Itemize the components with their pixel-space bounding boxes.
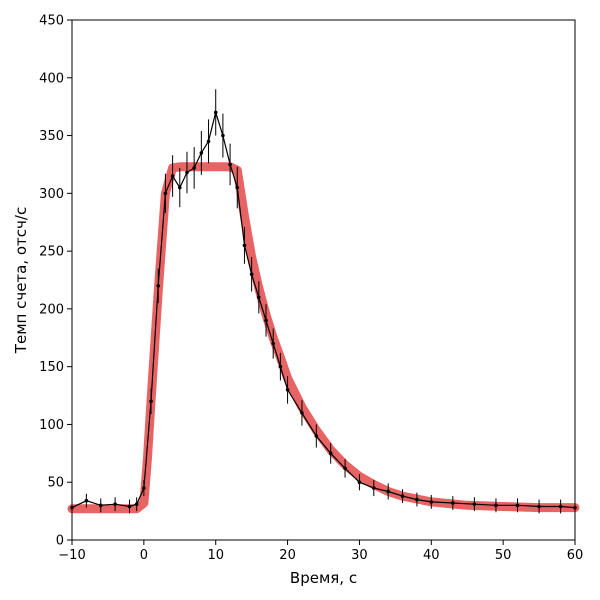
data-point — [84, 498, 89, 503]
y-tick-label: 150 — [39, 360, 64, 375]
data-point — [451, 501, 455, 505]
data-point — [127, 504, 132, 509]
data-point — [558, 504, 563, 509]
data-point — [372, 486, 376, 490]
x-axis-label: Время, с — [290, 569, 357, 587]
data-point — [149, 399, 153, 404]
data-point — [271, 341, 276, 346]
data-point — [415, 497, 419, 502]
data-point — [300, 411, 304, 415]
data-point — [177, 185, 182, 190]
data-point — [386, 489, 390, 494]
y-tick-label: 350 — [39, 129, 64, 144]
data-line — [71, 110, 576, 509]
y-tick-label: 50 — [47, 476, 64, 491]
data-point — [156, 283, 161, 288]
data-point — [357, 480, 362, 485]
data-point — [429, 500, 434, 504]
data-point — [185, 170, 189, 175]
data-point — [314, 434, 319, 438]
x-tick-label: 10 — [207, 548, 224, 563]
data-point — [472, 502, 477, 506]
y-tick-label: 300 — [39, 187, 64, 202]
data-point — [515, 503, 520, 508]
data-point — [264, 318, 268, 323]
data-point — [249, 272, 254, 277]
data-point — [221, 133, 225, 138]
data-point — [199, 151, 204, 155]
data-point — [163, 191, 168, 196]
x-tick-label: 0 — [140, 548, 148, 563]
data-point — [278, 364, 283, 369]
y-tick-label: 0 — [56, 534, 64, 549]
plot-frame — [71, 19, 576, 541]
x-tick-label: 50 — [495, 548, 512, 563]
data-point — [134, 502, 139, 506]
data-point — [400, 494, 405, 498]
data-point — [328, 451, 333, 456]
data-point — [228, 162, 232, 167]
data-line-layer — [70, 110, 577, 510]
data-point — [537, 504, 541, 509]
x-axis: −10 0 10 20 30 40 50 60 — [58, 540, 583, 563]
y-axis-label: Темп счета, отсч/с — [12, 207, 30, 354]
data-point — [98, 503, 103, 508]
data-point — [494, 503, 498, 508]
x-tick-label: 30 — [351, 548, 368, 563]
y-tick-label: 250 — [39, 245, 64, 260]
x-tick-label: 20 — [279, 548, 296, 563]
x-tick-label: 60 — [567, 548, 584, 563]
data-point — [285, 387, 290, 392]
y-axis: 0 50 100 150 200 250 300 350 400 450 — [39, 14, 72, 549]
data-point — [213, 110, 218, 115]
data-point — [170, 174, 175, 178]
data-point — [235, 185, 240, 190]
data-point — [113, 502, 117, 506]
y-tick-label: 400 — [39, 71, 64, 86]
y-tick-label: 450 — [39, 14, 64, 29]
data-point — [242, 243, 247, 248]
model-curve-layer — [67, 162, 580, 514]
data-point — [192, 166, 196, 170]
x-tick-label: −10 — [58, 548, 85, 563]
data-point — [343, 466, 347, 471]
data-point — [206, 139, 211, 144]
y-tick-label: 100 — [39, 418, 64, 433]
data-point — [142, 486, 146, 490]
data-point — [257, 295, 261, 300]
model-curve — [67, 162, 580, 514]
x-tick-label: 40 — [423, 548, 440, 563]
y-tick-label: 200 — [39, 302, 64, 317]
